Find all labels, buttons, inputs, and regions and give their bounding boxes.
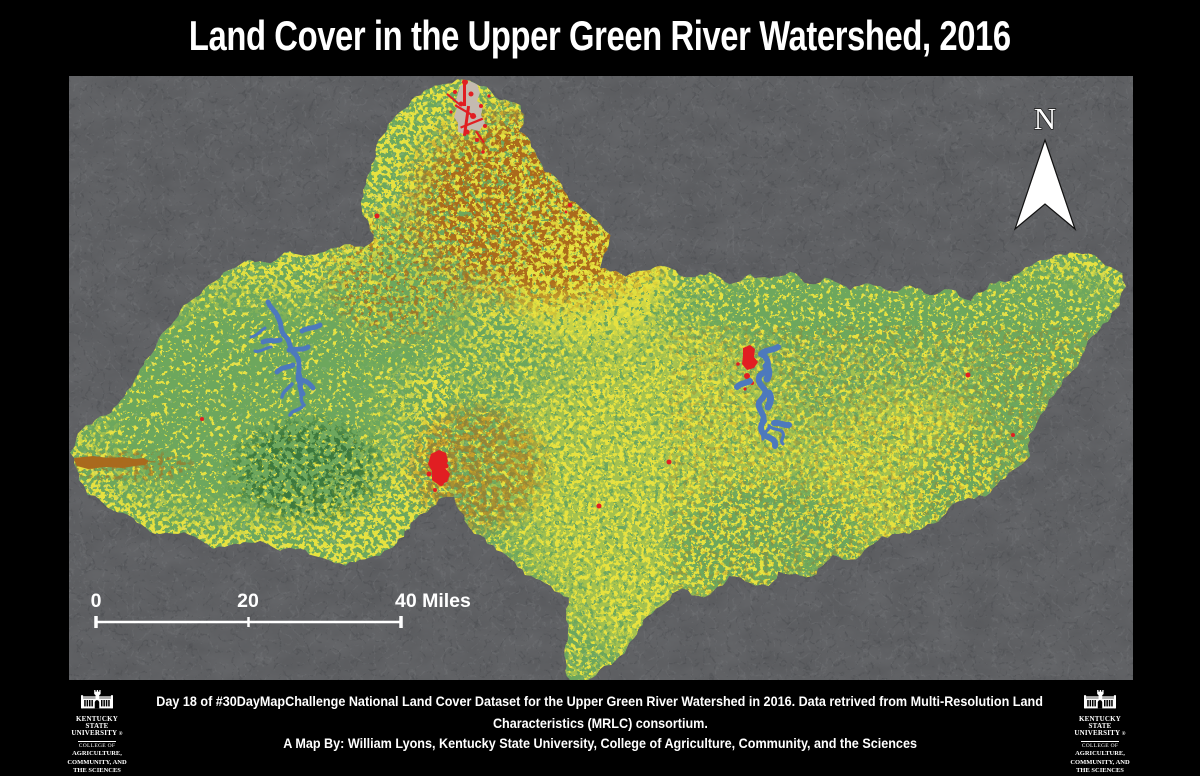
svg-text:N: N	[1034, 101, 1056, 136]
svg-text:0: 0	[91, 590, 102, 612]
svg-text:20: 20	[237, 590, 259, 612]
svg-text:40 Miles: 40 Miles	[395, 590, 471, 612]
